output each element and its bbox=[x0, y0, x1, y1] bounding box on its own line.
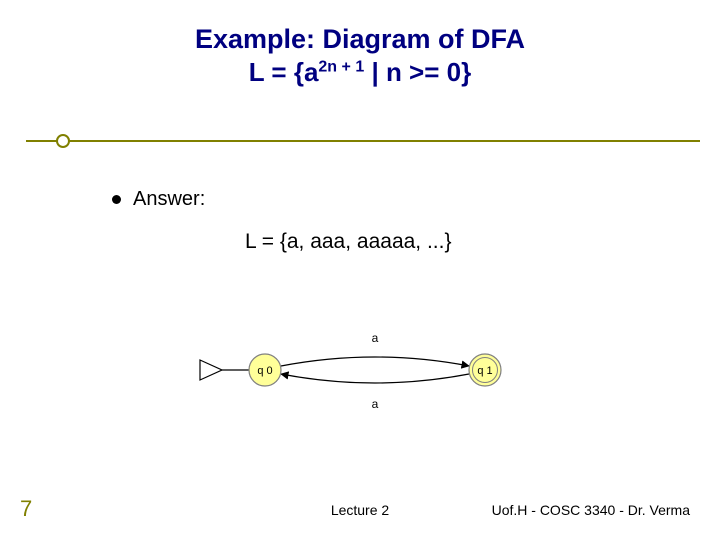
svg-text:a: a bbox=[372, 331, 379, 345]
footer-right: Uof.H - COSC 3340 - Dr. Verma bbox=[492, 502, 690, 518]
title-line-2: L = {a2n + 1 | n >= 0} bbox=[0, 57, 720, 88]
title-line-1: Example: Diagram of DFA bbox=[0, 24, 720, 55]
svg-text:q 0: q 0 bbox=[257, 365, 272, 377]
title-underline bbox=[26, 140, 700, 142]
svg-text:q 1: q 1 bbox=[477, 365, 492, 377]
answer-bullet-row: Answer: bbox=[112, 188, 205, 211]
slide-title: Example: Diagram of DFA L = {a2n + 1 | n… bbox=[0, 0, 720, 88]
title-l2-exponent: 2n + 1 bbox=[318, 58, 364, 75]
title-l2-prefix: L = {a bbox=[249, 57, 319, 87]
title-underline-dot bbox=[56, 134, 70, 148]
answer-label: Answer: bbox=[133, 188, 205, 211]
language-set-text: L = {a, aaa, aaaaa, ...} bbox=[245, 230, 451, 254]
dfa-svg: a a q 0 q 1 bbox=[170, 318, 550, 418]
bullet-icon bbox=[112, 195, 121, 204]
dfa-diagram: a a q 0 q 1 bbox=[170, 318, 550, 418]
svg-text:a: a bbox=[372, 397, 379, 411]
title-l2-suffix: | n >= 0} bbox=[364, 57, 471, 87]
